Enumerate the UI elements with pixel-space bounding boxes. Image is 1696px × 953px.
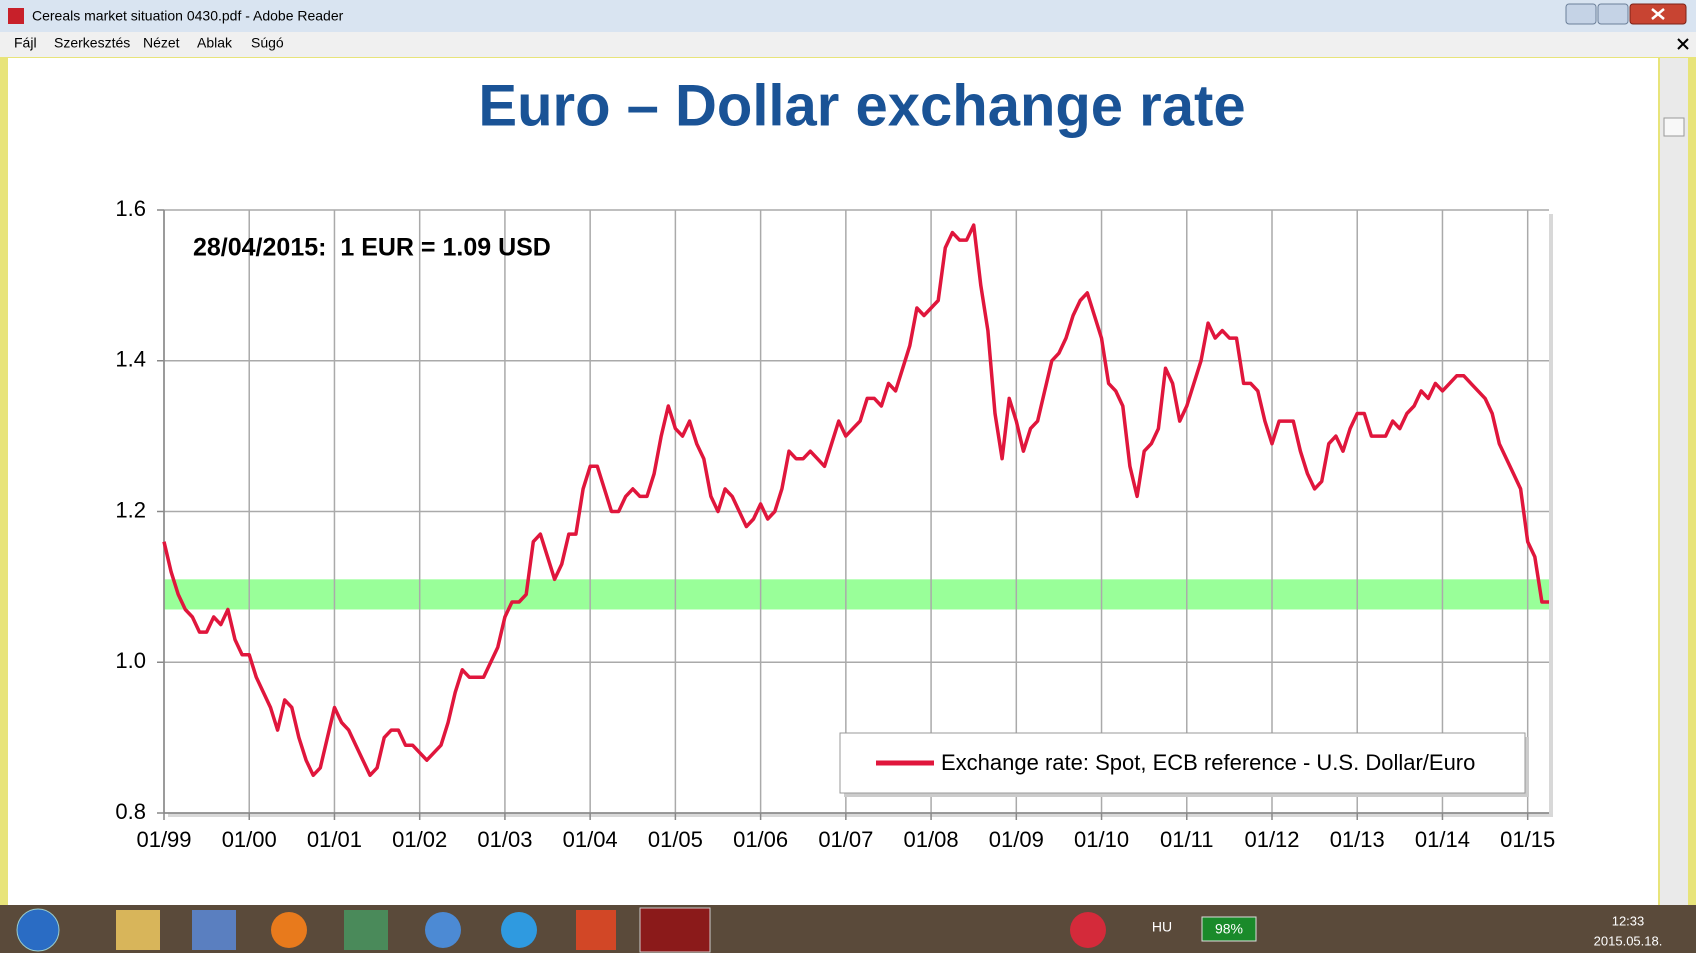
series-line [162,223,1549,778]
x-tick-label: 01/03 [477,827,532,852]
taskbar [0,905,1696,953]
maximize-button[interactable] [1597,3,1629,25]
app-computer[interactable] [192,910,236,950]
menu: Fájl Szerkesztés Nézet Ablak Súgó [14,35,284,51]
x-tick-label: 01/13 [1330,827,1385,852]
tray-app[interactable] [1070,912,1106,948]
x-tick-label: 01/01 [307,827,362,852]
x-tick-label: 01/14 [1415,827,1470,852]
y-tick-label: 1.0 [115,648,146,673]
battery-indicator[interactable] [1201,916,1257,942]
y-tick-label: 0.8 [115,799,146,824]
y-tick-label: 1.4 [115,347,146,372]
y-tick-label: 1.2 [115,497,146,522]
app-ie[interactable] [501,912,537,948]
app-network[interactable] [344,910,388,950]
x-tick-label: 01/09 [989,827,1044,852]
doc-close[interactable] [1677,38,1689,50]
y-tick-label: 1.6 [115,196,146,221]
menu-item[interactable]: Szerkesztés [54,35,130,51]
legend-box [839,732,1526,794]
chart: Euro – Dollar exchange rate 0.8 1.0 1.2 1.4 1… [115,73,1555,851]
clock-date[interactable]: 2015.05.18. [1594,933,1663,948]
x-tick-label: 01/05 [648,827,703,852]
x-tick-label: 01/02 [392,827,447,852]
taskbar-apps [116,907,1106,953]
window-title: Cereals market situation 0430.pdf - Adob… [32,8,344,24]
battery-level: 98% [1215,921,1243,937]
legend-label: Exchange rate: Spot, ECB reference - U.S… [941,750,1475,775]
app-powerpoint[interactable] [576,910,616,950]
clock-time[interactable]: 12:33 [1612,913,1645,928]
x-tick-label: 01/08 [904,827,959,852]
x-tick-label: 01/10 [1074,827,1129,852]
app-reader[interactable] [639,907,711,953]
x-tick-label: 01/06 [733,827,788,852]
scroll-thumb[interactable] [1663,117,1685,137]
title-bar [0,0,1696,32]
app-icon [8,8,24,24]
reference-band [164,579,1549,610]
app-thunderbird[interactable] [425,912,461,948]
x-tick-label: 01/00 [222,827,277,852]
x-tick-label: 01/04 [563,827,618,852]
scrollbar[interactable] [1660,58,1688,905]
x-tick-label: 01/99 [136,827,191,852]
menu-item[interactable]: Nézet [143,35,180,51]
menu-bar [0,32,1696,57]
app-explorer[interactable] [116,910,160,950]
menu-item[interactable]: Ablak [197,35,233,51]
language[interactable]: HU [1152,919,1172,935]
x-tick-label: 01/12 [1244,827,1299,852]
close-icon [1651,8,1665,20]
menu-item[interactable]: Súgó [251,35,284,51]
minimize-button[interactable] [1565,3,1597,25]
start-button[interactable] [16,908,60,952]
app-firefox[interactable] [271,912,307,948]
x-tick-label: 01/15 [1500,827,1555,852]
chart-title: Euro – Dollar exchange rate [478,73,1245,138]
x-tick-label: 01/07 [818,827,873,852]
menu-item[interactable]: Fájl [14,35,37,51]
x-tick-label: 01/11 [1160,827,1213,852]
annotation: 28/04/2015: 1 EUR = 1.09 USD [193,234,551,262]
